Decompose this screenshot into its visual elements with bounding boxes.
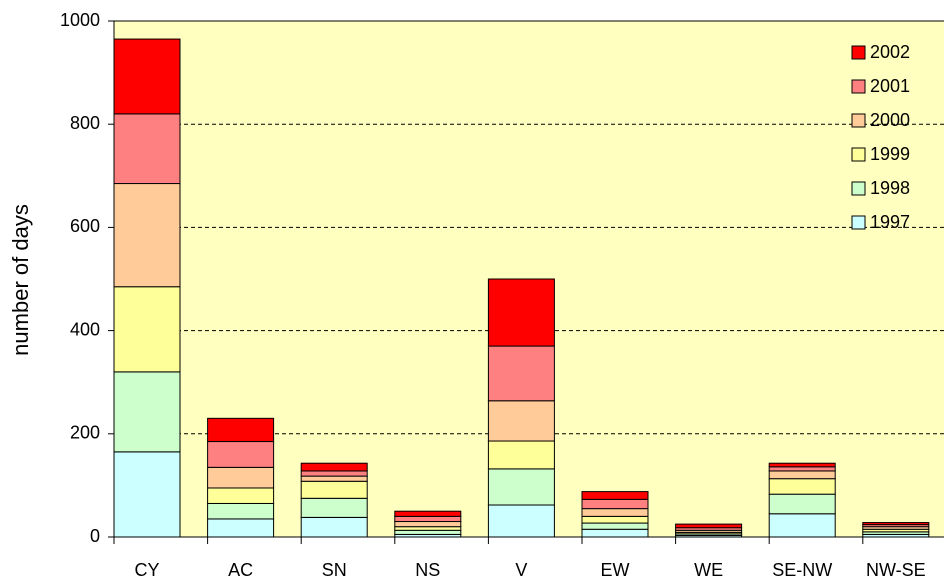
legend-swatch	[851, 113, 866, 128]
bar-segment	[300, 516, 368, 538]
x-tick-label: WE	[694, 560, 723, 580]
y-tick-label: 0	[90, 526, 100, 546]
bar-segment	[394, 526, 462, 531]
x-tick-label: SN	[322, 560, 347, 580]
bar-segment	[581, 522, 649, 530]
legend-label: 1998	[870, 178, 910, 198]
y-tick-label: 600	[70, 216, 100, 236]
x-tick-label: CY	[134, 560, 159, 580]
bar-segment	[581, 491, 649, 500]
bar-segment	[113, 371, 181, 453]
bar-segment	[113, 451, 181, 538]
bar-segment	[300, 480, 368, 499]
x-tick-label: AC	[228, 560, 253, 580]
legend-swatch	[851, 215, 866, 230]
bar-segment	[394, 515, 462, 523]
bar-segment	[394, 521, 462, 528]
bar-segment	[581, 515, 649, 524]
y-tick-label: 400	[70, 319, 100, 339]
bar-segment	[394, 529, 462, 535]
x-tick-label: NS	[415, 560, 440, 580]
bar-segment	[207, 502, 275, 520]
bar-segment	[487, 440, 555, 470]
legend-label: 2001	[870, 76, 910, 96]
bar-segment	[768, 466, 836, 472]
legend-label: 1999	[870, 144, 910, 164]
legend-swatch	[851, 147, 866, 162]
bar-segment	[300, 497, 368, 518]
bar-segment	[768, 478, 836, 495]
bar-segment	[675, 523, 743, 529]
y-tick-label: 200	[70, 423, 100, 443]
y-tick-label: 800	[70, 113, 100, 133]
bar-segment	[113, 286, 181, 373]
x-tick-label: V	[515, 560, 527, 580]
bar-segment	[487, 468, 555, 506]
bar-segment	[394, 510, 462, 517]
bar-segment	[768, 513, 836, 538]
bar-segment	[207, 441, 275, 468]
legend-label: 2000	[870, 110, 910, 130]
legend-swatch	[851, 181, 866, 196]
bar-segment	[300, 462, 368, 472]
bar-segment	[581, 498, 649, 510]
bar-segment	[300, 470, 368, 477]
bar-segment	[581, 528, 649, 538]
x-tick-label: SE-NW	[772, 560, 832, 580]
legend-swatch	[851, 45, 866, 60]
bar-segment	[207, 466, 275, 489]
legend-label: 1997	[870, 212, 910, 232]
y-tick-label: 1000	[60, 10, 100, 30]
bar-segment	[581, 508, 649, 517]
bar-segment	[487, 278, 555, 347]
bar-segment	[487, 345, 555, 402]
bar-segment	[300, 475, 368, 482]
bar-segment	[862, 522, 930, 526]
bar-segment	[207, 417, 275, 443]
bar-segment	[113, 113, 181, 185]
bar-segment	[768, 493, 836, 515]
bar-segment	[487, 504, 555, 538]
bar-segment	[207, 518, 275, 538]
bar-segment	[768, 462, 836, 468]
legend-swatch	[851, 79, 866, 94]
bar-segment	[487, 400, 555, 442]
bar-segment	[113, 183, 181, 288]
bar-segment	[768, 470, 836, 480]
x-tick-label: EW	[601, 560, 630, 580]
x-tick-label: NW-SE	[866, 560, 926, 580]
legend-label: 2002	[870, 42, 910, 62]
y-axis-label: number of days	[8, 204, 33, 356]
bar-segment	[207, 487, 275, 504]
bar-segment	[113, 38, 181, 115]
